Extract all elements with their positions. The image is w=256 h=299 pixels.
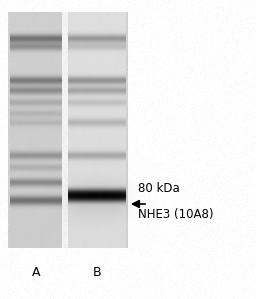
Text: A: A xyxy=(32,266,40,279)
Text: B: B xyxy=(93,266,101,279)
Text: NHE3 (10A8): NHE3 (10A8) xyxy=(138,208,214,221)
Text: 80 kDa: 80 kDa xyxy=(138,182,180,195)
